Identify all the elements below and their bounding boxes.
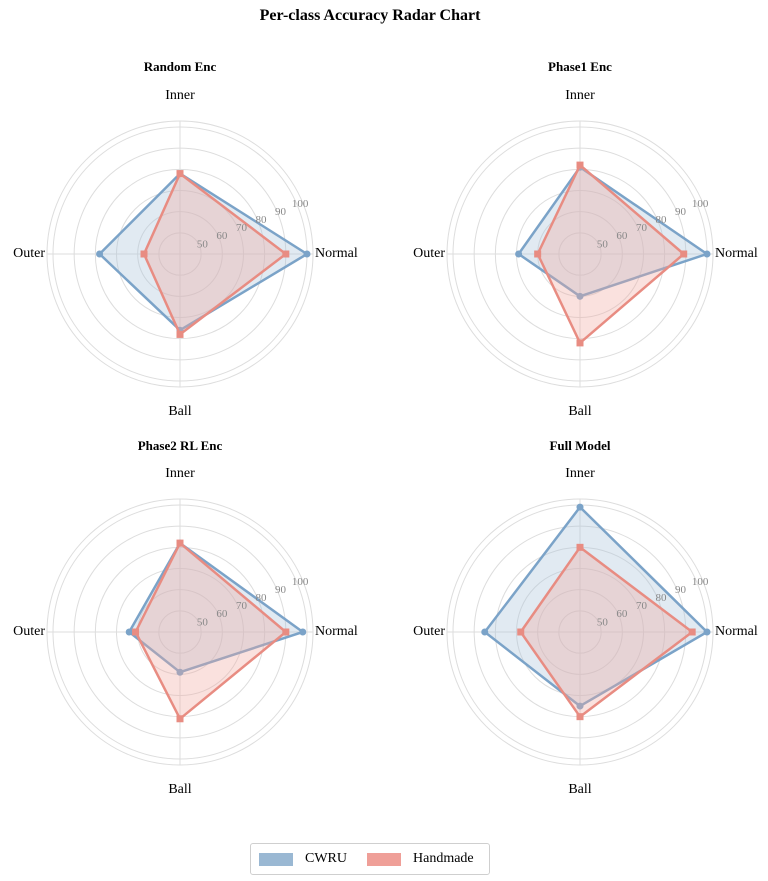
data-point-cwru xyxy=(703,250,711,258)
radial-tick-label: 80 xyxy=(255,214,267,226)
data-point-handmade xyxy=(517,628,525,636)
data-point-handmade xyxy=(688,628,696,636)
radial-tick-label: 50 xyxy=(597,616,609,628)
panel-title: Random Enc xyxy=(144,59,217,74)
radial-tick-label: 60 xyxy=(216,608,228,620)
figure-title: Per-class Accuracy Radar Chart xyxy=(260,7,482,24)
axis-label-inner: Inner xyxy=(565,88,595,103)
radial-tick-label: 100 xyxy=(692,576,709,588)
data-point-handmade xyxy=(576,339,584,347)
data-point-handmade xyxy=(176,330,184,338)
radial-tick-label: 90 xyxy=(275,206,287,218)
series-fill-handmade xyxy=(135,543,286,719)
data-point-handmade xyxy=(176,170,184,178)
data-point-handmade xyxy=(534,250,542,258)
radar-panel-1: Random Enc 50 60 70 80 90 100 Inner Normal Ball Ou… xyxy=(13,59,358,419)
radar-panel-4: Full Model 50 60 70 80 90 100 Inner Normal Ball Ou… xyxy=(413,438,758,797)
data-point-handmade xyxy=(282,250,290,258)
axis-label-normal: Normal xyxy=(715,624,758,639)
data-point-handmade xyxy=(140,250,148,258)
radial-tick-label: 70 xyxy=(236,222,248,234)
radial-tick-label: 50 xyxy=(197,616,209,628)
radial-tick-label: 100 xyxy=(292,198,309,210)
axis-label-ball: Ball xyxy=(568,404,591,419)
series-fill-cwru xyxy=(518,167,707,297)
radial-tick-label: 80 xyxy=(655,214,667,226)
data-point-handmade xyxy=(176,539,184,547)
data-point-handmade xyxy=(576,543,584,551)
series-fill-handmade xyxy=(144,173,286,335)
panel-title: Phase2 RL Enc xyxy=(138,438,223,453)
data-point-cwru xyxy=(576,702,584,710)
data-point-cwru xyxy=(515,250,523,258)
legend-item-cwru: CWRU xyxy=(259,851,347,867)
radial-tick-label: 90 xyxy=(675,206,687,218)
series-fill-cwru xyxy=(484,507,707,707)
legend: CWRU Handmade xyxy=(250,843,490,875)
series-fill-cwru xyxy=(129,543,303,673)
data-point-cwru xyxy=(576,292,584,300)
radar-panel-3: Phase2 RL Enc 50 60 70 80 90 100 Inner Normal Bal… xyxy=(13,438,358,797)
axis-label-outer: Outer xyxy=(413,624,445,639)
axis-label-normal: Normal xyxy=(315,246,358,261)
axis-label-normal: Normal xyxy=(715,246,758,261)
axis-label-outer: Outer xyxy=(13,624,45,639)
series-fill-cwru xyxy=(99,173,307,331)
radial-tick-label: 90 xyxy=(675,584,687,596)
legend-label-cwru: CWRU xyxy=(305,851,347,866)
axis-label-outer: Outer xyxy=(13,246,45,261)
radar-panel-2: Phase1 Enc 50 60 70 80 90 100 Inner Normal Ball Ou… xyxy=(413,59,758,419)
data-point-handmade xyxy=(132,628,140,636)
axis-label-normal: Normal xyxy=(315,624,358,639)
radial-tick-label: 100 xyxy=(692,198,709,210)
data-point-handmade xyxy=(680,250,688,258)
data-point-cwru xyxy=(703,628,711,636)
panel-title: Phase1 Enc xyxy=(548,59,612,74)
data-point-cwru xyxy=(299,628,307,636)
radial-tick-label: 100 xyxy=(292,576,309,588)
panel-title: Full Model xyxy=(549,438,610,453)
legend-label-handmade: Handmade xyxy=(413,851,474,866)
radial-tick-label: 70 xyxy=(236,600,248,612)
data-point-handmade xyxy=(576,713,584,721)
data-point-cwru xyxy=(303,250,311,258)
radial-tick-label: 60 xyxy=(616,608,628,620)
data-point-cwru xyxy=(96,250,104,258)
radial-tick-label: 70 xyxy=(636,600,648,612)
data-point-cwru xyxy=(125,628,133,636)
radial-tick-label: 50 xyxy=(597,238,609,250)
data-point-cwru xyxy=(176,668,184,676)
legend-swatch-cwru xyxy=(259,852,293,866)
radial-tick-label: 70 xyxy=(636,222,648,234)
axis-label-ball: Ball xyxy=(568,782,591,797)
data-point-handmade xyxy=(176,715,184,723)
data-point-cwru xyxy=(576,503,584,511)
series-fill-handmade xyxy=(537,165,684,343)
axis-label-ball: Ball xyxy=(168,404,191,419)
radial-tick-label: 80 xyxy=(255,592,267,604)
axis-label-outer: Outer xyxy=(413,246,445,261)
axis-label-inner: Inner xyxy=(165,466,195,481)
legend-item-handmade: Handmade xyxy=(367,851,474,867)
data-point-cwru xyxy=(481,628,489,636)
radial-tick-label: 60 xyxy=(216,230,228,242)
radial-tick-label: 90 xyxy=(275,584,287,596)
series-fill-handmade xyxy=(520,547,693,717)
data-point-handmade xyxy=(282,628,290,636)
axis-label-inner: Inner xyxy=(165,88,195,103)
radial-tick-label: 50 xyxy=(197,238,209,250)
data-point-handmade xyxy=(576,161,584,169)
radial-tick-label: 60 xyxy=(616,230,628,242)
axis-label-ball: Ball xyxy=(168,782,191,797)
axis-label-inner: Inner xyxy=(565,466,595,481)
legend-swatch-handmade xyxy=(367,852,401,866)
radial-tick-label: 80 xyxy=(655,592,667,604)
